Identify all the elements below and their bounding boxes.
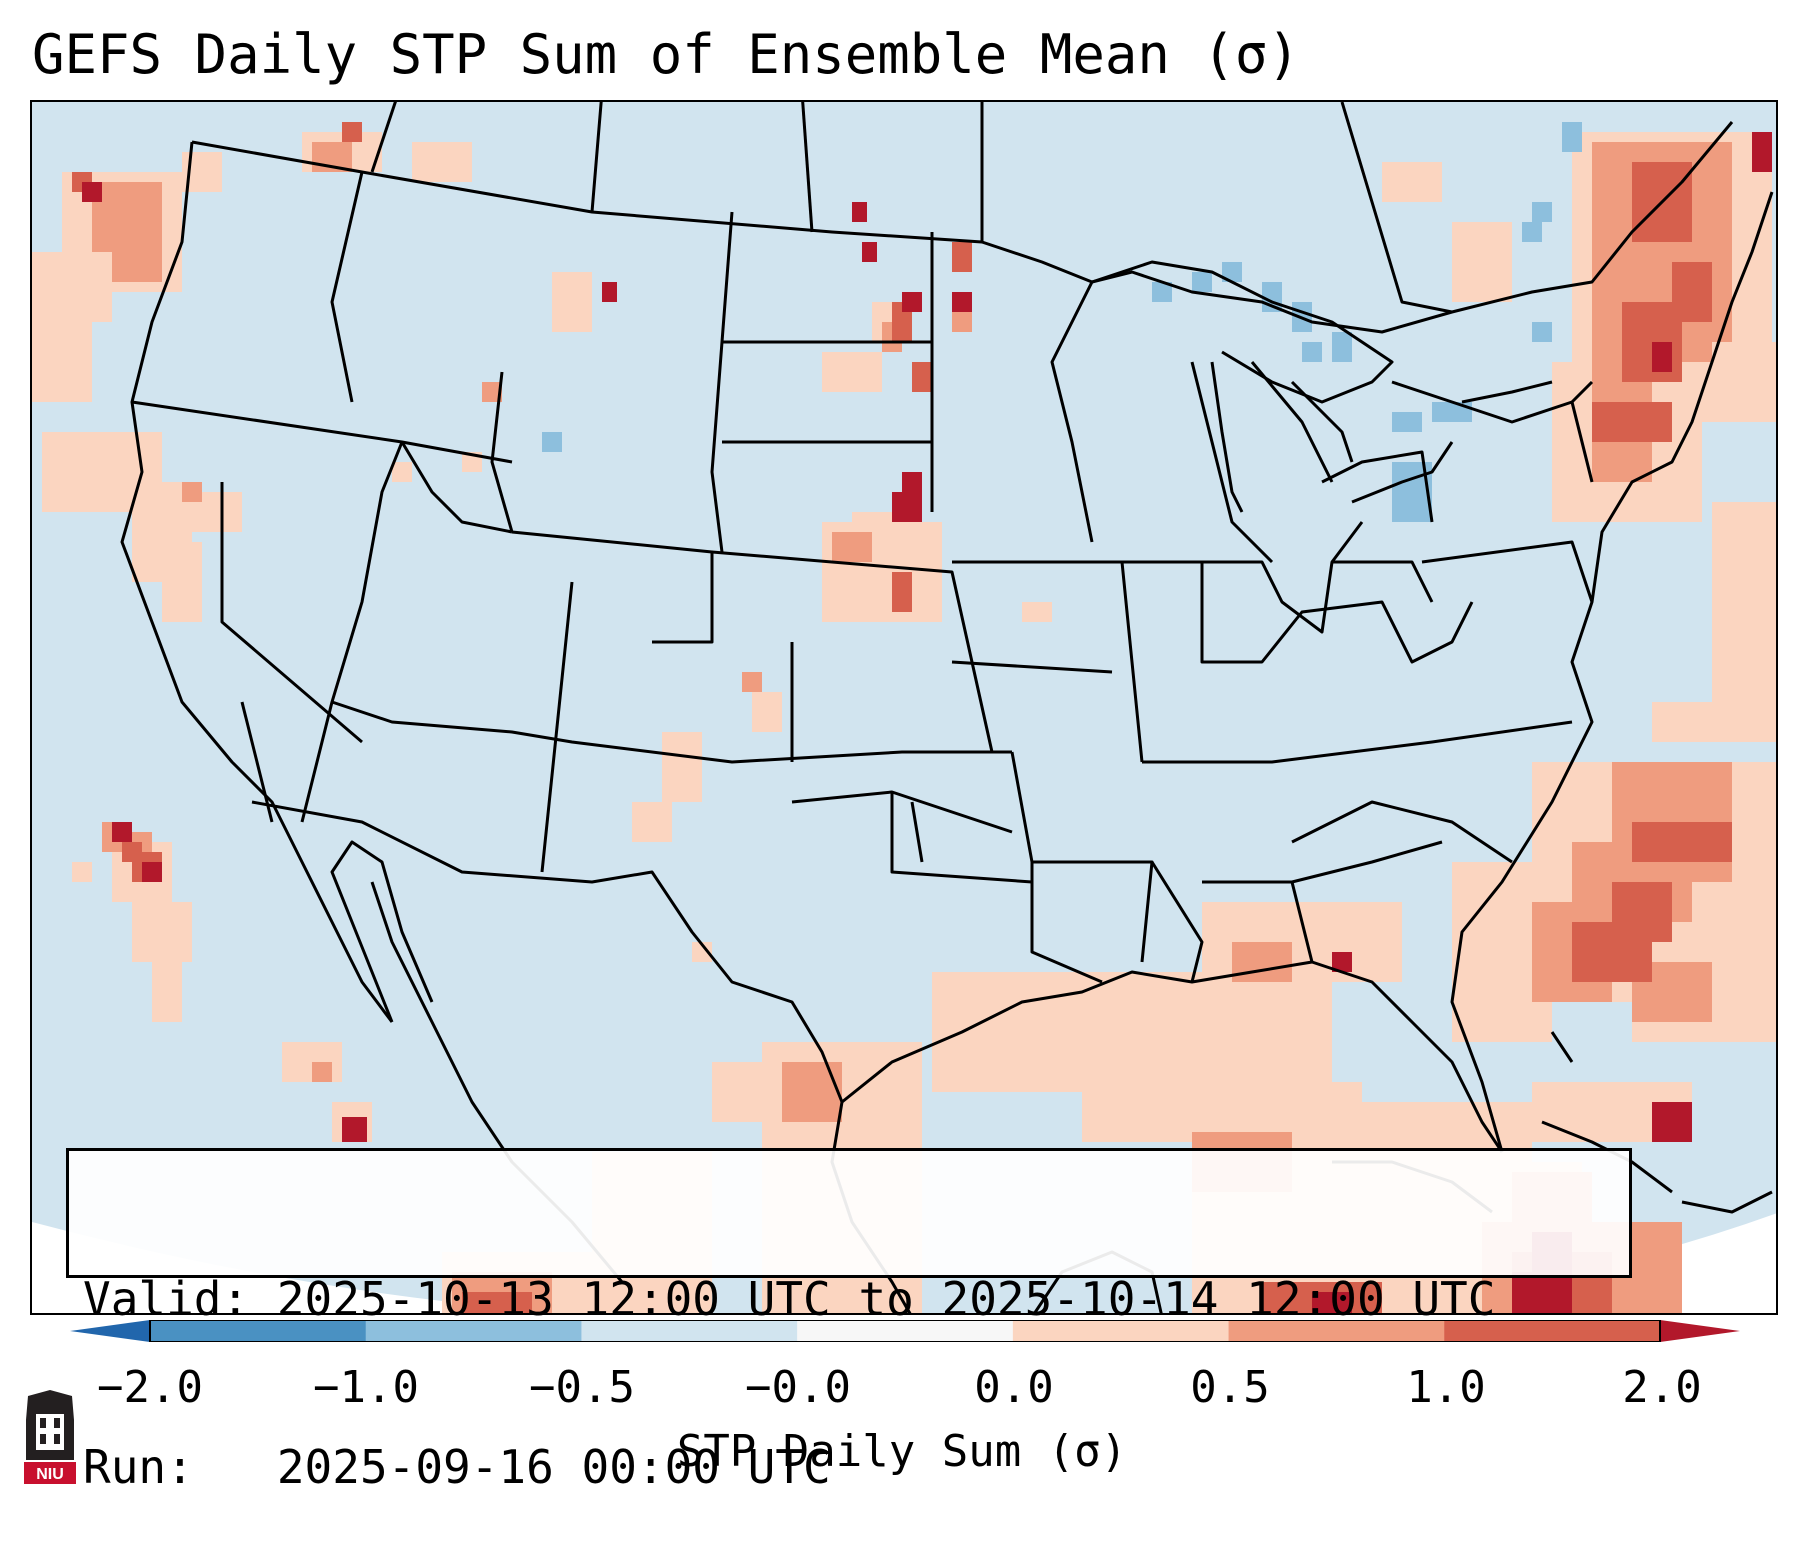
run-time-text: Run: 2025-09-16 00:00 UTC <box>83 1440 831 1494</box>
colorbar-tick-label: 2.0 <box>1622 1362 1702 1413</box>
colorbar-tick-label: −0.5 <box>529 1362 635 1413</box>
colorbar-tick-label: 1.0 <box>1406 1362 1486 1413</box>
colorbar-bin <box>797 1320 1014 1342</box>
svg-text:NIU: NIU <box>36 1466 64 1483</box>
boundaries <box>120 102 1774 1313</box>
colorbar-tick-label: 0.0 <box>974 1362 1054 1413</box>
colorbar-extend-high <box>1660 1320 1740 1342</box>
colorbar-bin <box>1444 1320 1661 1342</box>
map-title: GEFS Daily STP Sum of Ensemble Mean (σ) <box>32 23 1300 86</box>
valid-range-text: Valid: 2025-10-13 12:00 UTC to 2025-10-1… <box>83 1272 1496 1326</box>
colorbar-bins <box>150 1320 1661 1342</box>
colorbar-tick-label: −0.0 <box>745 1362 851 1413</box>
map-panel <box>30 100 1778 1315</box>
colorbar-bin <box>581 1320 798 1342</box>
colorbar-extend-low <box>70 1320 150 1342</box>
map-canvas <box>32 102 1776 1313</box>
colorbar-label: STP Daily Sum (σ) <box>676 1426 1128 1477</box>
colorbar-bin <box>365 1320 582 1342</box>
colorbar-bin <box>1012 1320 1230 1342</box>
colorbar-tick-label: −2.0 <box>97 1362 203 1413</box>
colorbar-bin <box>150 1320 367 1342</box>
colorbar <box>70 1320 1740 1342</box>
colorbar-bin <box>1228 1320 1445 1342</box>
projection-edge-left <box>32 1222 568 1313</box>
colorbar-outline <box>149 1320 1661 1342</box>
valid-time-box: Valid: 2025-10-13 12:00 UTC to 2025-10-1… <box>66 1148 1632 1494</box>
colorbar-tick-label: −1.0 <box>313 1362 419 1413</box>
colorbar-tick-label: 0.5 <box>1190 1362 1270 1413</box>
niu-logo: NIU <box>24 1390 76 1484</box>
